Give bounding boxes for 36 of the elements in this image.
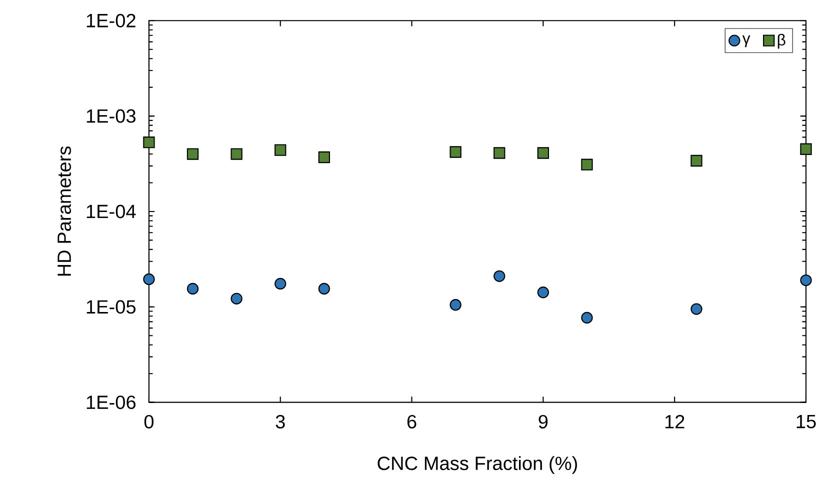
point [143,136,155,148]
point [450,146,462,158]
point [581,312,593,324]
point [800,143,812,156]
point [450,299,462,311]
y-tick-label: 1E-02 [86,14,136,28]
y-tick-label: 1E-04 [86,204,136,218]
point [494,147,506,159]
point [274,278,286,290]
point [143,274,155,286]
point [186,148,199,160]
point [537,286,549,298]
point [318,283,330,295]
legend-label: β [778,34,786,49]
point [690,303,702,315]
x-tick-label: 9 [538,415,548,429]
y-tick-label: 1E-03 [86,109,136,123]
point [230,292,242,305]
x-tick-label: 0 [144,415,154,429]
x-tick-label: 6 [407,415,416,429]
point [230,148,242,160]
legend-label: γ [742,36,750,48]
point [581,158,593,171]
y-tick-label: 1E-06 [86,396,136,410]
x-tick-label: 3 [276,415,285,429]
x-tick-label: 15 [796,415,816,428]
point [186,283,199,295]
point [274,144,286,156]
x-axis-title: CNC Mass Fraction (%) [378,456,577,474]
y-tick-label: 1E-05 [86,300,136,314]
point [537,147,549,159]
point [318,152,330,164]
point [494,270,506,282]
y-axis-title: HD Parameters [58,146,72,276]
x-tick-label: 12 [665,415,684,428]
point [690,155,702,167]
